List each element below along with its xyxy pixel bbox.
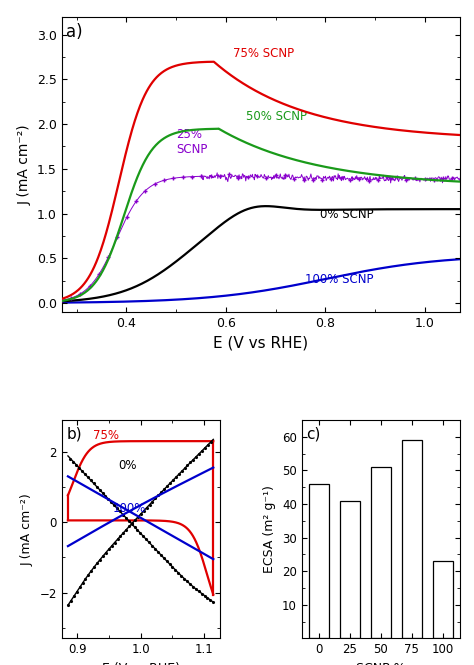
Text: 100%: 100% (112, 502, 146, 515)
Text: 25%
SCNP: 25% SCNP (176, 128, 208, 156)
Bar (371, 467, 391, 638)
Text: 100% SCNP: 100% SCNP (305, 273, 374, 287)
X-axis label: E (V vs RHE): E (V vs RHE) (101, 662, 180, 665)
Text: c): c) (307, 426, 321, 442)
Text: 75% SCNP: 75% SCNP (233, 47, 294, 60)
Y-axis label: J (mA cm⁻²): J (mA cm⁻²) (21, 493, 34, 565)
Text: 0% SCNP: 0% SCNP (320, 208, 374, 221)
Bar (433, 561, 453, 638)
Bar (401, 440, 422, 638)
Text: a): a) (65, 23, 82, 41)
X-axis label: SCNP %: SCNP % (356, 662, 406, 665)
Y-axis label: J (mA cm⁻²): J (mA cm⁻²) (17, 124, 31, 205)
Y-axis label: ECSA (m² g⁻¹): ECSA (m² g⁻¹) (264, 485, 276, 573)
Text: b): b) (66, 426, 82, 442)
Text: 0%: 0% (118, 460, 137, 472)
Bar (309, 484, 329, 638)
X-axis label: E (V vs RHE): E (V vs RHE) (213, 336, 308, 350)
Bar (340, 501, 360, 638)
Text: 75%: 75% (93, 430, 119, 442)
Text: 50% SCNP: 50% SCNP (246, 110, 307, 122)
